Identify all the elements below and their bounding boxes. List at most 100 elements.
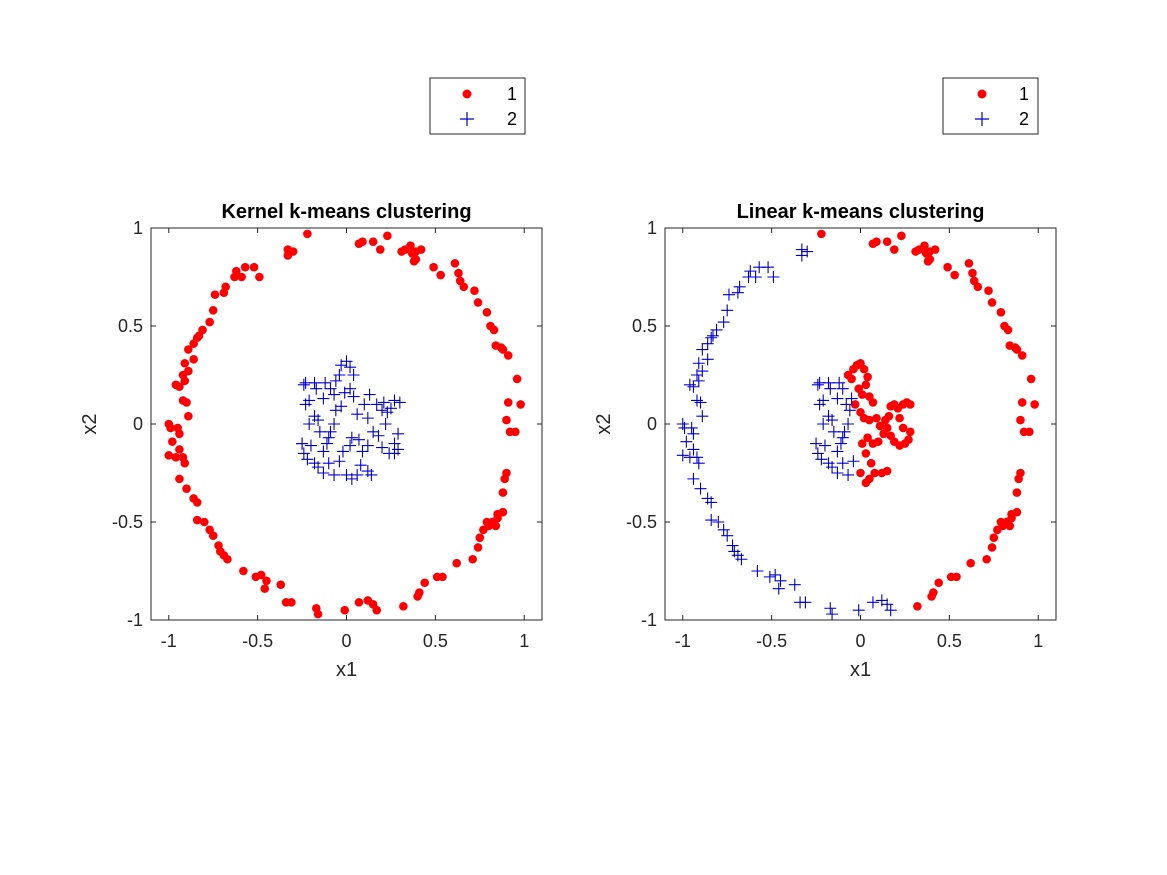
point-cluster-1: [982, 554, 991, 564]
point-cluster-1: [482, 517, 492, 527]
x-tick-label: 1: [1033, 631, 1043, 651]
point-cluster-1: [859, 364, 869, 374]
point-cluster-2: [831, 392, 844, 405]
point-cluster-2: [751, 565, 764, 577]
point-cluster-2: [392, 427, 405, 440]
point-cluster-1: [171, 380, 181, 390]
point-cluster-2: [728, 545, 741, 558]
plot-area: [664, 227, 1057, 621]
point-cluster-2: [866, 596, 879, 609]
point-cluster-1: [930, 245, 940, 254]
x-axis-label: x1: [850, 659, 871, 681]
point-cluster-1: [946, 572, 956, 582]
point-cluster-1: [363, 596, 373, 605]
point-cluster-2: [687, 443, 700, 456]
point-cluster-1: [968, 268, 977, 278]
point-cluster-2: [683, 451, 696, 464]
point-cluster-1: [450, 258, 460, 268]
point-cluster-2: [324, 425, 337, 438]
point-cluster-1: [189, 355, 198, 364]
point-cluster-2: [377, 396, 390, 409]
point-cluster-1: [180, 358, 190, 368]
point-cluster-2: [296, 437, 309, 450]
point-cluster-2: [788, 578, 801, 591]
point-cluster-1: [399, 601, 408, 611]
point-cluster-1: [420, 578, 430, 588]
point-cluster-2: [831, 445, 844, 458]
point-cluster-1: [313, 609, 323, 619]
point-cluster-2: [694, 482, 707, 495]
y-tick-label: 1: [133, 218, 143, 238]
point-cluster-1: [1017, 398, 1027, 407]
point-cluster-2: [692, 374, 705, 387]
point-cluster-2: [810, 437, 823, 450]
point-cluster-1: [354, 598, 364, 607]
point-cluster-1: [879, 429, 888, 439]
point-cluster-2: [358, 398, 371, 411]
point-cluster-2: [811, 378, 824, 391]
point-cluster-2: [354, 459, 367, 472]
plot-area: [150, 227, 543, 621]
point-cluster-2: [344, 361, 357, 374]
point-cluster-2: [356, 445, 369, 458]
point-cluster-1: [164, 419, 174, 429]
point-cluster-1: [1014, 474, 1023, 484]
point-cluster-2: [801, 245, 814, 258]
point-cluster-1: [232, 266, 241, 276]
point-cluster-1: [432, 572, 442, 582]
point-cluster-2: [842, 468, 855, 481]
point-cluster-1: [358, 237, 367, 247]
point-cluster-2: [824, 382, 837, 395]
point-cluster-2: [687, 427, 700, 440]
point-cluster-2: [333, 455, 346, 468]
point-cluster-1: [872, 413, 881, 423]
point-cluster-2: [345, 431, 358, 444]
legend: 1 2: [942, 77, 1039, 135]
point-cluster-2: [352, 433, 365, 446]
point-cluster-2: [301, 453, 314, 466]
point-cluster-1: [260, 584, 270, 593]
point-cluster-1: [239, 566, 248, 576]
point-cluster-2: [840, 398, 853, 411]
point-cluster-1: [168, 437, 177, 446]
y-tick-label: -1: [641, 610, 657, 630]
point-cluster-2: [308, 410, 321, 423]
point-cluster-1: [255, 272, 264, 282]
y-tick-label: 0.5: [632, 316, 657, 336]
point-cluster-2: [304, 439, 317, 452]
point-cluster-1: [503, 398, 513, 407]
point-cluster-2: [827, 425, 840, 438]
data-points: [676, 229, 1039, 621]
point-cluster-2: [361, 465, 374, 478]
point-cluster-2: [822, 410, 835, 423]
point-cluster-2: [836, 431, 849, 444]
point-cluster-1: [178, 396, 188, 405]
kernel-kmeans-plot: Kernel k-means clustering x1 x2 -1 -0.5 0 0…: [79, 201, 543, 681]
point-cluster-1: [182, 484, 191, 493]
point-cluster-2: [818, 439, 831, 452]
point-cluster-2: [351, 468, 364, 481]
point-cluster-1: [950, 270, 959, 280]
point-cluster-2: [733, 280, 746, 293]
point-cluster-2: [328, 468, 341, 481]
point-cluster-2: [303, 394, 316, 407]
point-cluster-1: [996, 517, 1006, 527]
point-cluster-2: [376, 441, 389, 454]
point-cluster-2: [845, 392, 858, 405]
point-cluster-2: [683, 378, 696, 391]
legend-box: [942, 77, 1039, 135]
x-axis-label: x1: [336, 659, 357, 681]
legend: 1 2: [429, 77, 526, 135]
point-cluster-1: [498, 345, 508, 354]
point-cluster-1: [489, 325, 499, 335]
point-cluster-2: [722, 288, 735, 301]
x-tick-label: 0: [341, 631, 351, 651]
point-cluster-1: [340, 605, 350, 615]
point-cluster-2: [744, 265, 757, 278]
point-cluster-2: [795, 243, 808, 256]
point-cluster-1: [276, 580, 286, 590]
point-cluster-1: [184, 345, 193, 354]
x-tick-label: 0.5: [937, 631, 962, 651]
point-cluster-2: [774, 574, 787, 587]
y-axis-label: x2: [79, 413, 101, 434]
